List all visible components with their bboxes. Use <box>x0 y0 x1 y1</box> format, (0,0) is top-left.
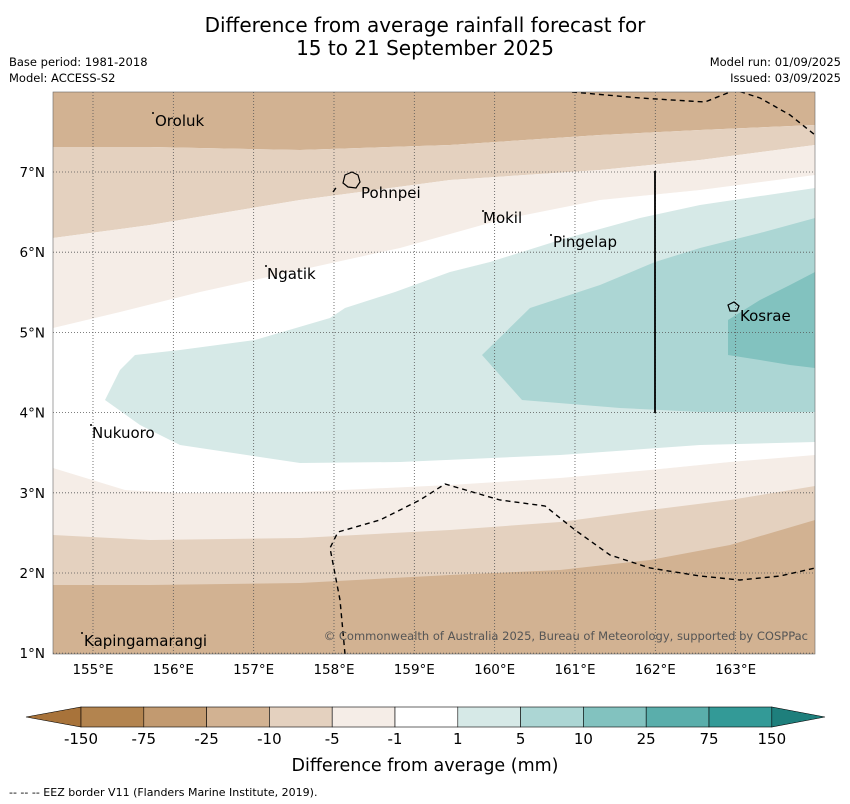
ngatik-marker <box>265 265 267 267</box>
pohnpei-island-shape <box>342 171 361 189</box>
band-top-minus-25 <box>53 92 815 150</box>
base-period: Base period: 1981-2018 <box>9 55 148 69</box>
kosrae-island-shape <box>727 301 740 312</box>
colorbar-cell <box>708 706 773 728</box>
colorbar-cell <box>143 706 207 728</box>
colorbar-min-arrow <box>25 706 82 728</box>
colorbar-tick-label: 1 <box>453 730 463 748</box>
place-pingelap: Pingelap <box>553 233 617 251</box>
title-line-1: Difference from average rainfall forecas… <box>204 13 646 37</box>
colorbar-tick-label: -75 <box>131 730 157 748</box>
meta-left: Base period: 1981-2018 Model: ACCESS-S2 <box>9 54 148 86</box>
x-axis-ticks: 155°E 156°E 157°E 158°E 159°E 160°E 161°E 162°E… <box>72 662 756 678</box>
eez-border-north <box>571 92 815 136</box>
colorbar-tick-label: -10 <box>257 730 282 748</box>
place-labels: Oroluk Pohnpei Mokil Pingelap Ngatik Kos… <box>84 112 791 650</box>
band-bottom-minus-25 <box>53 520 815 654</box>
colorbar-cell <box>331 706 396 728</box>
band-plus-5 <box>482 218 815 412</box>
y-tick-label: 1°N <box>20 646 45 662</box>
band-top-minus-5 <box>53 145 815 328</box>
colorbar-cell <box>457 706 521 728</box>
colorbar-tick-label: 150 <box>757 730 787 748</box>
kapingamarangi-marker <box>81 632 83 634</box>
issued-date: Issued: 03/09/2025 <box>730 71 841 85</box>
map-title: Difference from average rainfall forecas… <box>0 14 850 60</box>
colorbar-tick-label: 5 <box>515 730 526 748</box>
x-tick-label: 160°E <box>474 662 515 678</box>
colorbar <box>25 706 826 728</box>
eez-border-west-stub <box>332 184 339 193</box>
colorbar-cells <box>25 706 826 728</box>
colorbar-cell <box>269 706 333 728</box>
colorbar-cell <box>520 706 584 728</box>
place-pohnpei: Pohnpei <box>361 184 421 202</box>
eez-border-south <box>329 483 815 654</box>
eez-borders <box>329 92 815 654</box>
colorbar-tick-label: 10 <box>573 730 593 748</box>
x-tick-label: 155°E <box>72 662 113 678</box>
colorbar-tick-label: -5 <box>324 730 340 748</box>
y-tick-label: 5°N <box>20 325 45 341</box>
colorbar-cell <box>206 706 270 728</box>
colorbar-cell <box>583 706 647 728</box>
band-top-minus-10 <box>53 125 815 238</box>
colorbar-label: Difference from average (mm) <box>291 756 559 776</box>
eez-footnote: -- -- -- EEZ border V11 (Flanders Marine… <box>9 786 318 799</box>
title-line-2: 15 to 21 September 2025 <box>296 36 554 60</box>
x-tick-label: 158°E <box>313 662 354 678</box>
colorbar-tick-label: 75 <box>699 730 719 748</box>
x-tick-label: 156°E <box>153 662 194 678</box>
rainfall-map: Oroluk Pohnpei Mokil Pingelap Ngatik Kos… <box>20 91 816 678</box>
y-tick-label: 6°N <box>20 245 45 261</box>
colorbar-cell <box>80 706 145 728</box>
pingelap-marker <box>550 234 552 236</box>
x-tick-label: 161°E <box>554 662 595 678</box>
place-ngatik: Ngatik <box>267 265 316 283</box>
place-nukuoro: Nukuoro <box>92 424 155 442</box>
band-plus-10 <box>728 272 815 368</box>
colorbar-tick-label: -25 <box>194 730 219 748</box>
gridlines <box>53 92 815 654</box>
x-tick-label: 159°E <box>394 662 435 678</box>
colorbar-cell <box>645 706 710 728</box>
y-tick-label: 3°N <box>20 486 45 502</box>
x-tick-label: 162°E <box>635 662 676 678</box>
model-run: Model run: 01/09/2025 <box>709 55 841 69</box>
y-tick-label: 2°N <box>20 566 45 582</box>
oroluk-marker <box>152 112 154 114</box>
colorbar-cell <box>394 706 459 728</box>
colorbar-tick-label: -1 <box>387 730 403 748</box>
y-axis-ticks: 7°N 6°N 5°N 4°N 3°N 2°N 1°N <box>20 165 45 662</box>
map-frame <box>52 91 816 655</box>
x-tick-label: 157°E <box>233 662 274 678</box>
mokil-marker <box>482 210 484 212</box>
contour-fills <box>53 92 815 654</box>
copyright-text: © Commonwealth of Australia 2025, Bureau… <box>324 629 808 643</box>
place-kapingamarangi: Kapingamarangi <box>84 632 207 650</box>
model-name: Model: ACCESS-S2 <box>9 71 116 85</box>
place-mokil: Mokil <box>483 209 522 227</box>
place-oroluk: Oroluk <box>155 112 204 130</box>
x-tick-label: 163°E <box>715 662 756 678</box>
colorbar-max-arrow <box>771 706 826 728</box>
nukuoro-marker <box>90 424 92 426</box>
colorbar-tick-label: -150 <box>63 730 99 748</box>
meta-right: Model run: 01/09/2025 Issued: 03/09/2025 <box>710 54 841 86</box>
y-tick-label: 7°N <box>20 165 45 181</box>
place-kosrae: Kosrae <box>740 307 791 325</box>
place-markers <box>81 112 552 634</box>
colorbar-tick-label: 25 <box>636 730 656 748</box>
y-tick-label: 4°N <box>20 406 45 422</box>
